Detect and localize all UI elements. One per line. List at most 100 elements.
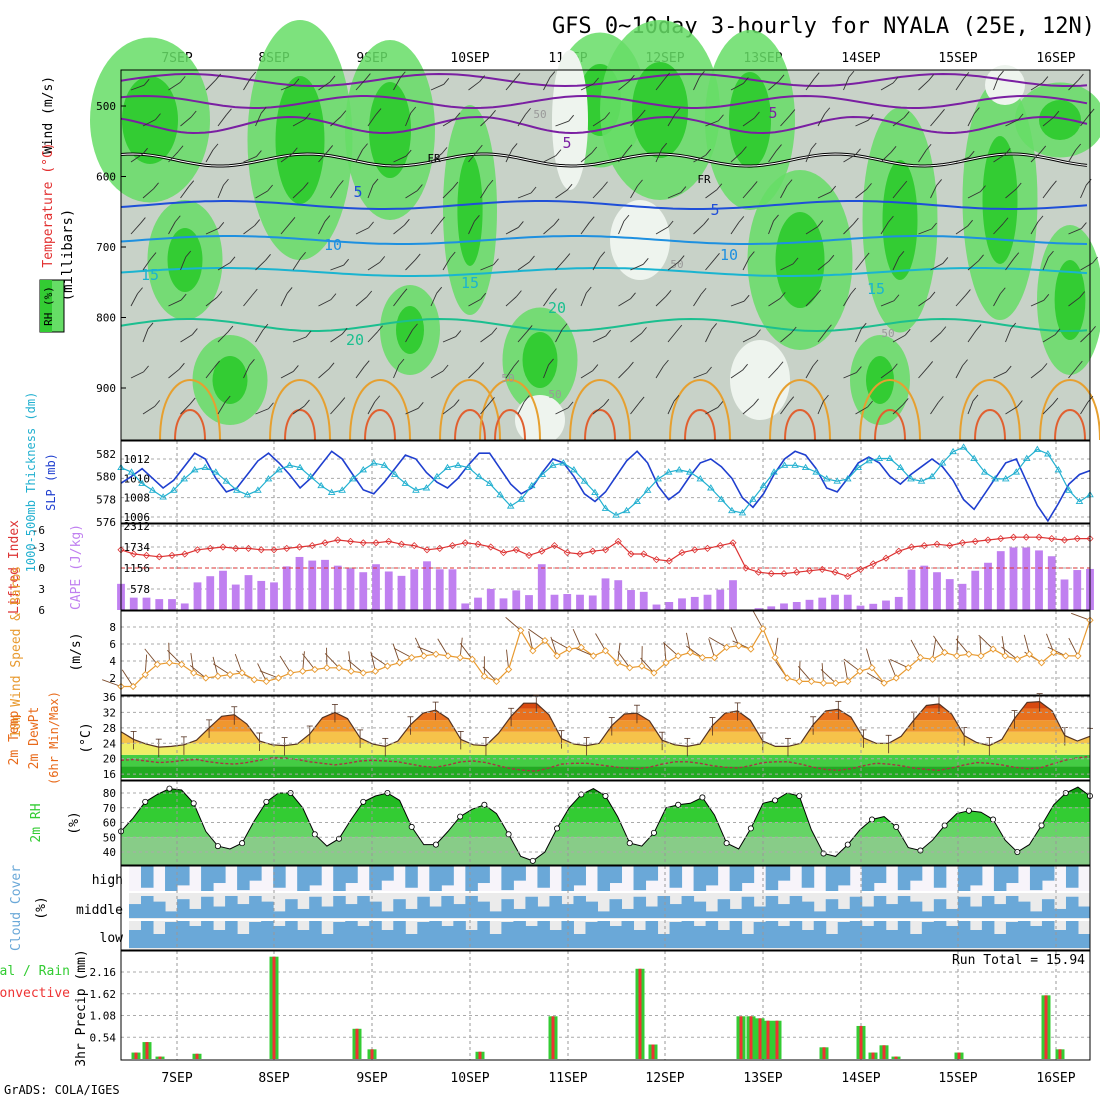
wind-barb xyxy=(205,227,219,235)
temp-contour-30 xyxy=(364,409,396,441)
wind-barb xyxy=(817,191,831,199)
wind-barb xyxy=(655,78,665,91)
cloud-low-bar xyxy=(249,922,262,948)
wind-barb-flag xyxy=(293,365,299,372)
thickness-marker xyxy=(127,468,136,475)
wind-barb-flag xyxy=(291,147,298,155)
wind10-barb xyxy=(843,658,861,672)
lifted-index-marker xyxy=(895,547,903,555)
wind-barb xyxy=(442,257,451,271)
wind10-marker xyxy=(650,669,658,677)
cloud-middle-bar xyxy=(501,899,514,918)
wind10-marker xyxy=(953,652,961,660)
y-tick-label: 1012 xyxy=(124,453,151,466)
wind10-barb xyxy=(866,672,885,684)
rh-moist-core xyxy=(775,212,825,308)
cloud-middle-bar xyxy=(429,906,442,918)
wind-barb-flag xyxy=(717,401,724,408)
wind-barb xyxy=(517,331,528,343)
wind10-marker xyxy=(710,653,719,662)
wind-barb-flag xyxy=(1002,217,1009,225)
cape-bar xyxy=(168,599,176,610)
cloud-middle-bar xyxy=(801,901,815,918)
wind-barb-flag xyxy=(626,144,633,152)
wind10-marker xyxy=(686,648,694,657)
wind-barb xyxy=(630,185,638,199)
wind-barb xyxy=(967,191,981,199)
wind-barb xyxy=(705,329,713,343)
thickness-marker xyxy=(938,459,947,466)
cape-bar xyxy=(499,598,508,610)
wind-barb-flag xyxy=(1004,148,1011,155)
wind10-barb xyxy=(144,648,158,665)
wind-barb xyxy=(543,364,549,379)
wind-barb xyxy=(1068,79,1079,91)
wind-barb xyxy=(693,154,706,163)
temp-contour-25 xyxy=(769,379,831,441)
wind-barb xyxy=(1042,334,1056,343)
wind10-marker xyxy=(420,652,428,660)
wind-barb xyxy=(255,190,268,199)
wind-barb-flag xyxy=(680,186,687,193)
rh-marker xyxy=(554,825,561,832)
cloud-middle-bar xyxy=(561,904,574,918)
cloud-low-bar xyxy=(345,920,358,948)
cape-bar xyxy=(665,602,674,610)
cloud-middle-bar xyxy=(153,901,166,918)
wind-barb-flag xyxy=(490,109,496,117)
wind10-marker xyxy=(153,660,161,669)
wind10-marker xyxy=(904,664,912,672)
wind-barb xyxy=(618,80,630,91)
wind-barb-flag xyxy=(513,360,520,367)
wind10-marker xyxy=(250,676,258,684)
cloud-middle-bar xyxy=(765,896,779,918)
wind-barb xyxy=(405,112,412,127)
thickness-marker xyxy=(401,479,410,486)
wind-barb-flag xyxy=(212,143,219,151)
y-tick-label: -3 xyxy=(32,541,45,554)
cape-bar xyxy=(729,580,737,610)
cloud-high-bar xyxy=(933,866,947,888)
wind-barb-flag xyxy=(963,72,970,79)
cloud-high-bar xyxy=(861,866,875,892)
contour-label: 50 xyxy=(881,327,894,340)
cloud-middle-bar xyxy=(669,904,683,918)
wind-barb xyxy=(855,406,868,415)
cloud-middle-bar xyxy=(705,911,719,918)
wind-barb-flag xyxy=(142,147,148,155)
wind-barb-flag xyxy=(939,108,945,116)
wind-barb-flag xyxy=(300,251,306,259)
thickness-marker xyxy=(980,468,989,475)
wind10-barb xyxy=(1001,646,1018,660)
wind-barb xyxy=(880,82,894,91)
lifted-index-marker xyxy=(130,550,138,558)
cloud-low-bar xyxy=(513,920,526,948)
wind-barb xyxy=(393,224,405,235)
wind-barb-flag xyxy=(223,178,229,186)
wind-barb-flag xyxy=(410,106,417,114)
cape-bar xyxy=(780,603,788,610)
wind-barb xyxy=(892,334,906,343)
wind-barb xyxy=(517,114,527,127)
temp-contour-30 xyxy=(974,409,1006,441)
wind-barb-flag xyxy=(790,326,797,334)
y-tick-label: 24 xyxy=(103,737,117,750)
panel-frame xyxy=(120,695,1091,781)
wind-barb xyxy=(618,150,628,163)
lifted-index-marker xyxy=(436,544,444,552)
cloud-low-bar xyxy=(765,920,779,948)
wind-barb-flag xyxy=(786,179,793,186)
wind10-barb xyxy=(257,663,267,682)
cloud-middle-bar xyxy=(525,896,538,918)
wind10-marker xyxy=(807,677,816,686)
temp-contour-10 xyxy=(120,235,1088,245)
lifted-index-marker xyxy=(793,568,801,576)
cloud-middle-bar xyxy=(321,906,334,918)
run-total: Run Total = 15.94 xyxy=(952,953,1085,968)
wind-barb xyxy=(955,365,963,379)
wind10-barb xyxy=(730,627,740,646)
cape-bar xyxy=(550,594,559,610)
wind10-barb xyxy=(572,628,582,648)
thickness-marker xyxy=(359,465,368,473)
wind-barb xyxy=(855,189,867,199)
